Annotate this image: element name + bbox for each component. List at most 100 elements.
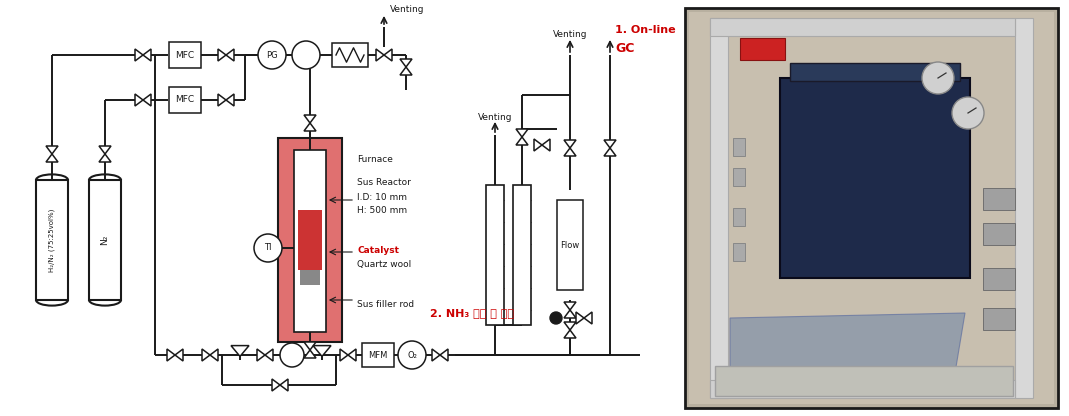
- Circle shape: [952, 97, 983, 129]
- Text: PG: PG: [266, 50, 278, 59]
- Polygon shape: [304, 115, 316, 123]
- Bar: [300, 270, 320, 285]
- Bar: [169, 42, 201, 68]
- Bar: [89, 180, 121, 300]
- Bar: [790, 63, 960, 81]
- Bar: [1014, 18, 1033, 398]
- Polygon shape: [272, 379, 280, 391]
- Polygon shape: [564, 310, 576, 318]
- Bar: [298, 210, 322, 270]
- Circle shape: [292, 41, 320, 69]
- Text: Catalyst: Catalyst: [357, 246, 399, 255]
- Circle shape: [549, 312, 562, 324]
- Polygon shape: [440, 349, 448, 361]
- Circle shape: [280, 343, 304, 367]
- Text: I.D: 10 mm: I.D: 10 mm: [357, 193, 407, 202]
- Polygon shape: [218, 49, 226, 61]
- Text: O₂: O₂: [407, 351, 417, 359]
- Polygon shape: [564, 302, 576, 310]
- Bar: [983, 268, 1014, 290]
- Polygon shape: [265, 349, 273, 361]
- Polygon shape: [564, 322, 576, 330]
- Polygon shape: [304, 342, 316, 350]
- Polygon shape: [99, 154, 111, 162]
- Polygon shape: [584, 312, 592, 324]
- Polygon shape: [564, 148, 576, 156]
- Bar: [690, 12, 1054, 404]
- Polygon shape: [99, 146, 111, 154]
- Text: 2. NH₃ 포집 후 분석: 2. NH₃ 포집 후 분석: [430, 308, 514, 318]
- Polygon shape: [46, 146, 58, 154]
- Polygon shape: [348, 349, 356, 361]
- Bar: [278, 138, 342, 342]
- Bar: [733, 243, 745, 261]
- Text: Sus Reactor: Sus Reactor: [357, 178, 410, 187]
- Bar: [733, 208, 745, 226]
- Bar: [332, 43, 368, 67]
- Bar: [486, 185, 503, 325]
- Text: Sus filler rod: Sus filler rod: [357, 300, 414, 309]
- Polygon shape: [167, 349, 175, 361]
- Polygon shape: [226, 94, 234, 106]
- Polygon shape: [143, 49, 151, 61]
- Bar: [715, 366, 1013, 396]
- Bar: [983, 308, 1014, 330]
- Polygon shape: [432, 349, 440, 361]
- Circle shape: [921, 62, 954, 94]
- Bar: [983, 188, 1014, 210]
- Text: 1. On-line: 1. On-line: [615, 25, 676, 35]
- Polygon shape: [400, 67, 412, 75]
- Circle shape: [254, 234, 282, 262]
- Text: Venting: Venting: [553, 30, 587, 39]
- Polygon shape: [604, 148, 616, 156]
- Bar: [733, 138, 745, 156]
- Polygon shape: [564, 330, 576, 338]
- Bar: [513, 185, 531, 325]
- Polygon shape: [304, 123, 316, 131]
- Bar: [983, 223, 1014, 245]
- Bar: [780, 78, 970, 278]
- Bar: [685, 8, 1058, 408]
- Polygon shape: [210, 349, 218, 361]
- Bar: [740, 38, 785, 60]
- Text: N₂: N₂: [100, 235, 109, 245]
- Text: MFM: MFM: [369, 351, 388, 359]
- Polygon shape: [604, 140, 616, 148]
- Bar: [557, 200, 583, 290]
- Text: Venting: Venting: [390, 5, 424, 14]
- Polygon shape: [576, 312, 584, 324]
- Polygon shape: [384, 49, 392, 61]
- Polygon shape: [231, 346, 249, 357]
- Bar: [362, 343, 394, 367]
- Circle shape: [398, 341, 427, 369]
- Text: GC: GC: [615, 42, 634, 55]
- Polygon shape: [257, 349, 265, 361]
- Text: TI: TI: [264, 243, 272, 253]
- Text: MFC: MFC: [175, 96, 195, 104]
- Polygon shape: [313, 346, 331, 357]
- Polygon shape: [135, 94, 143, 106]
- Text: Venting: Venting: [478, 113, 512, 122]
- Text: H₂/N₂ (75:25vol%): H₂/N₂ (75:25vol%): [49, 208, 56, 272]
- Polygon shape: [340, 349, 348, 361]
- Polygon shape: [516, 137, 528, 145]
- Polygon shape: [202, 349, 210, 361]
- Polygon shape: [534, 139, 542, 151]
- Text: Quartz wool: Quartz wool: [357, 260, 412, 269]
- Bar: [294, 150, 326, 332]
- Polygon shape: [304, 350, 316, 358]
- Bar: [710, 18, 1014, 36]
- Polygon shape: [516, 129, 528, 137]
- Circle shape: [258, 41, 286, 69]
- Polygon shape: [218, 94, 226, 106]
- Polygon shape: [376, 49, 384, 61]
- Bar: [710, 380, 1014, 398]
- Text: Flow: Flow: [560, 240, 579, 250]
- Polygon shape: [564, 140, 576, 148]
- Text: MFC: MFC: [175, 50, 195, 59]
- Polygon shape: [46, 154, 58, 162]
- Polygon shape: [542, 139, 549, 151]
- Polygon shape: [226, 49, 234, 61]
- Text: H: 500 mm: H: 500 mm: [357, 206, 407, 215]
- Bar: [710, 18, 728, 398]
